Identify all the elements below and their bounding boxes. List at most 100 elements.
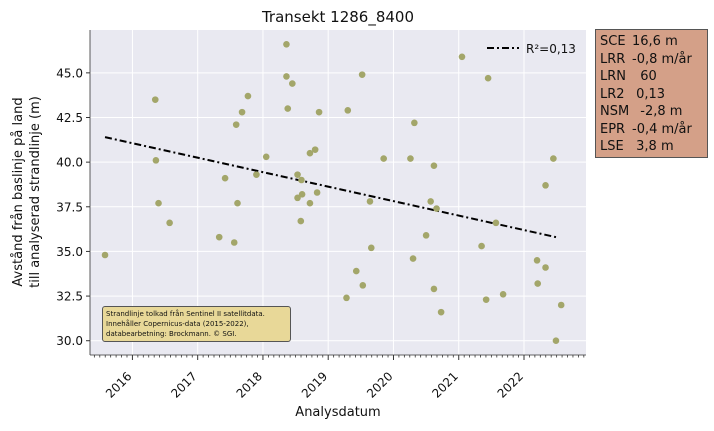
data-point — [298, 190, 306, 198]
data-point — [422, 232, 430, 239]
data-point — [284, 105, 292, 112]
stat-row-lr2: LR2 0,13 — [600, 86, 707, 104]
x-tick-label: 2021 — [429, 369, 460, 400]
data-point — [306, 199, 314, 207]
data-point — [437, 308, 445, 316]
data-point — [230, 239, 238, 246]
data-point — [499, 290, 507, 298]
data-point — [552, 337, 560, 345]
data-point — [534, 280, 542, 287]
data-point — [433, 205, 440, 212]
trend-line — [104, 136, 557, 239]
chart-title: Transekt 1286_8400 — [261, 8, 414, 27]
data-point — [283, 73, 290, 80]
data-point — [352, 267, 360, 275]
stat-value: 3,8 m — [632, 139, 674, 154]
data-point — [311, 146, 319, 153]
data-point — [550, 155, 557, 162]
data-point — [221, 174, 229, 182]
data-point — [262, 153, 270, 161]
stat-key: NSM — [600, 104, 630, 119]
data-point — [359, 282, 367, 289]
statistics-box: SCE 16,6 m LRR -0,8 m/år LRN 60 LR2 0,13 N… — [595, 29, 708, 158]
stat-value: 60 — [632, 69, 657, 84]
stat-key: SCE — [600, 34, 626, 49]
data-point — [232, 121, 240, 128]
data-point — [542, 264, 549, 271]
data-point — [492, 219, 500, 227]
data-point — [253, 171, 260, 178]
data-point — [298, 176, 305, 184]
data-point — [427, 198, 434, 205]
data-point — [409, 255, 417, 262]
data-point — [478, 242, 485, 250]
data-point — [234, 199, 241, 207]
note-line: databearbetning: Brockmann. © SGI. — [106, 330, 237, 338]
x-tick-label: 2022 — [495, 369, 526, 400]
y-tick-label: 30.0 — [56, 334, 83, 348]
y-tick-label: 40.0 — [56, 156, 83, 170]
y-tick-label: 45.0 — [56, 66, 83, 80]
data-point — [238, 108, 246, 116]
data-point — [289, 80, 296, 87]
data-point — [244, 92, 252, 100]
stat-key: LRN — [600, 69, 626, 84]
legend: R²=0,13 — [487, 42, 576, 56]
x-tick-label: 2017 — [168, 369, 199, 400]
data-point — [101, 251, 109, 259]
data-point — [484, 74, 492, 82]
data-point — [358, 71, 366, 78]
stat-row-epr: EPR -0,4 m/år — [600, 121, 707, 139]
data-point — [458, 53, 466, 61]
data-point — [482, 296, 490, 303]
stat-key: LR2 — [600, 86, 625, 102]
trend-line-path — [104, 136, 557, 239]
data-point — [407, 155, 414, 162]
data-point — [294, 194, 301, 202]
legend-trend-label: R²=0,13 — [526, 42, 576, 56]
data-point — [297, 217, 305, 225]
y-axis-label-line-2: till analyserad strandlinje (m) — [28, 96, 43, 288]
data-point — [367, 244, 375, 252]
data-point — [166, 219, 173, 227]
stat-value: -0,8 m/år — [632, 51, 692, 67]
data-points — [101, 40, 565, 345]
x-tick-label: 2016 — [103, 369, 134, 400]
note-line: Strandlinje tolkad från Sentinel II sate… — [106, 310, 265, 318]
stat-key: LSE — [600, 139, 624, 154]
stat-value: 0,13 — [632, 86, 666, 102]
data-point — [151, 96, 159, 103]
y-tick-label: 42.5 — [56, 111, 83, 125]
grid — [90, 30, 586, 355]
stat-row-sce: SCE 16,6 m — [600, 33, 707, 51]
x-tick-label: 2019 — [299, 369, 330, 400]
data-point — [155, 199, 162, 207]
data-point — [430, 285, 438, 293]
stat-row-lse: LSE 3,8 m — [600, 138, 707, 156]
data-point — [366, 198, 374, 205]
data-point — [411, 119, 418, 127]
stat-row-nsm: NSM -2,8 m — [600, 103, 707, 121]
stat-row-lrn: LRN 60 — [600, 68, 707, 86]
stat-key: EPR — [600, 121, 626, 137]
data-point — [557, 301, 565, 309]
y-tick-label: 32.5 — [56, 290, 83, 304]
x-tick-label: 2020 — [364, 369, 395, 400]
y-tick-label: 37.5 — [56, 200, 83, 214]
data-point — [294, 171, 301, 178]
data-point — [344, 107, 352, 114]
y-axis: 30.0 32.5 35.0 37.5 40.0 42.5 45.0 — [56, 30, 91, 355]
data-point — [533, 257, 541, 264]
data-point — [215, 233, 223, 241]
data-point — [306, 149, 314, 157]
stat-row-lrr: LRR -0,8 m/år — [600, 51, 707, 69]
data-point — [343, 294, 350, 302]
stat-key: LRR — [600, 51, 626, 67]
data-point — [283, 40, 290, 48]
plot-background — [90, 30, 586, 355]
y-tick-label: 35.0 — [56, 245, 83, 259]
data-point — [152, 157, 160, 164]
data-point — [542, 182, 549, 189]
x-axis: 2016 2017 2018 2019 2020 2021 2022 — [90, 354, 586, 401]
